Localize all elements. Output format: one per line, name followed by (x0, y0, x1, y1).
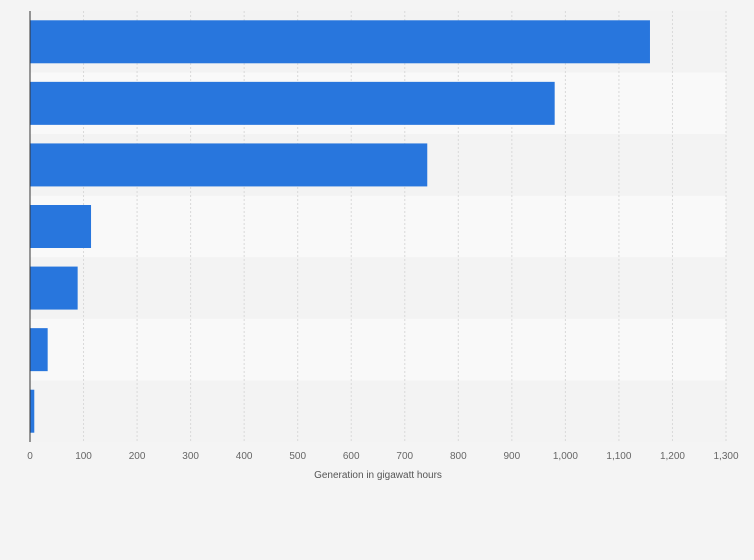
x-tick-label: 1,100 (606, 451, 631, 462)
bar (30, 266, 78, 310)
row-band (30, 195, 726, 258)
x-tick-label: 600 (343, 451, 360, 462)
bar (30, 20, 650, 64)
x-tick-label: 300 (182, 451, 199, 462)
bar (30, 81, 555, 125)
x-tick-label: 500 (289, 451, 306, 462)
x-tick-label: 100 (75, 451, 92, 462)
row-band (30, 380, 726, 442)
bars (30, 20, 650, 433)
x-tick-label: 1,200 (660, 451, 685, 462)
row-bands (30, 11, 726, 442)
x-tick-label: 900 (504, 451, 521, 462)
x-tick-label: 700 (396, 451, 413, 462)
row-band (30, 318, 726, 381)
x-tick-label: 1,300 (713, 451, 738, 462)
row-band (30, 257, 726, 319)
x-tick-label: 0 (27, 451, 33, 462)
x-tick-label: 200 (129, 451, 146, 462)
bar (30, 205, 92, 248)
x-axis-title: Generation in gigawatt hours (314, 470, 442, 481)
x-axis-ticks: 0 100 200 300 400 500 600 700 800 900 1,000 1,100 1,… (27, 451, 739, 462)
x-tick-label: 1,000 (553, 451, 578, 462)
bar (30, 328, 48, 372)
bar (30, 389, 35, 433)
x-tick-label: 400 (236, 451, 253, 462)
bar (30, 143, 428, 187)
x-tick-label: 800 (450, 451, 467, 462)
